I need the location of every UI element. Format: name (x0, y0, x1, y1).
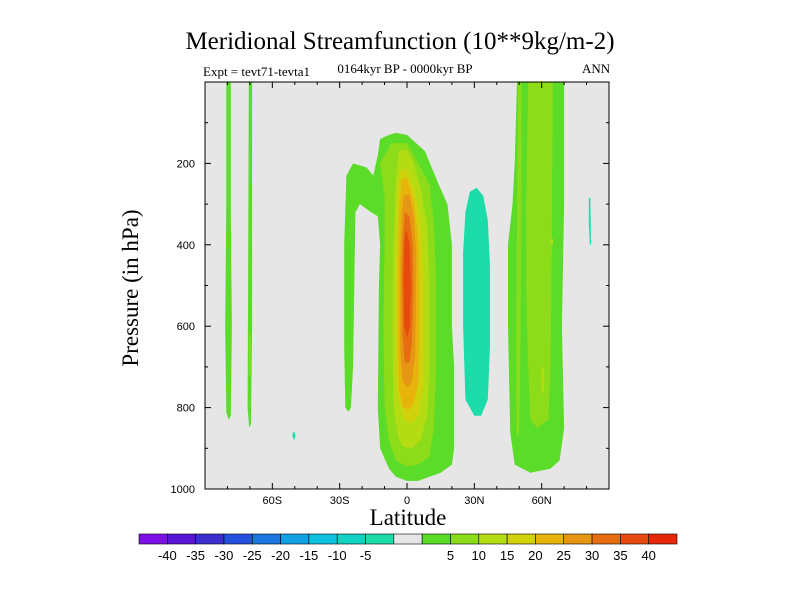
contour-region-17 (249, 334, 251, 375)
axis-ticks: 60S 30S 0 30N 60N 200 400 600 800 1000 (171, 82, 609, 507)
contour-region-16 (541, 366, 544, 396)
contour-region-14 (526, 82, 553, 428)
colorbar-swatch-6 (308, 533, 338, 545)
colorbar-label-7: -5 (360, 548, 372, 563)
colorbar-label-1: -35 (186, 548, 205, 563)
colorbar-label-8: 5 (447, 548, 454, 563)
colorbar-label-0: -40 (158, 548, 177, 563)
x-tick-label-0: 60S (263, 495, 283, 507)
colorbar-label-9: 10 (472, 548, 486, 563)
y-tick-label-2: 600 (177, 321, 195, 333)
colorbar: -40 -35 -30 -25 -20 -15 -10 -5 5 10 15 20 25 30 35 40 (138, 533, 678, 563)
colorbar-label-2: -30 (215, 548, 234, 563)
contour-region-1 (247, 82, 253, 428)
contour-region-3 (588, 198, 591, 245)
colorbar-label-11: 20 (528, 548, 542, 563)
y-tick-label-4: 1000 (171, 484, 195, 496)
colorbar-swatch-3 (223, 533, 253, 545)
experiment-label: Expt = tevt71-tevta1 (203, 64, 310, 79)
colorbar-swatch-1 (167, 533, 196, 545)
contour-region-12 (463, 187, 490, 416)
colorbar-swatch-5 (280, 533, 310, 545)
contour-region-18 (550, 238, 553, 245)
colorbar-swatch-18 (648, 533, 678, 545)
chart-title: Meridional Streamfunction (10**9kg/m-2) (185, 28, 615, 55)
chart-subtitle: 0164kyr BP - 0000kyr BP (337, 61, 473, 76)
colorbar-swatch-15 (563, 533, 593, 545)
colorbar-label-13: 30 (585, 548, 599, 563)
y-tick-label-3: 800 (177, 403, 195, 415)
x-tick-label-1: 30S (330, 495, 350, 507)
colorbar-swatch-10 (421, 533, 451, 545)
colorbar-label-4: -20 (271, 548, 290, 563)
colorbar-label-12: 25 (557, 548, 571, 563)
colorbar-label-15: 40 (641, 548, 655, 563)
season-label: ANN (582, 61, 611, 76)
colorbar-swatch-13 (506, 533, 536, 545)
colorbar-swatch-17 (620, 533, 649, 545)
contour-regions (225, 82, 591, 481)
colorbar-swatch-12 (478, 533, 508, 545)
x-tick-label-2: 0 (404, 495, 410, 507)
colorbar-swatch-7 (336, 533, 366, 545)
contour-region-2 (292, 432, 296, 441)
x-tick-label-4: 60N (532, 495, 552, 507)
y-tick-label-0: 200 (177, 158, 195, 170)
colorbar-label-3: -25 (243, 548, 262, 563)
colorbar-label-10: 15 (500, 548, 514, 563)
y-tick-label-1: 400 (177, 240, 195, 252)
colorbar-swatch-14 (535, 533, 565, 545)
contour-region-15 (516, 82, 522, 437)
colorbar-label-14: 35 (613, 548, 627, 563)
contour-region-11 (403, 228, 411, 339)
contour-region-0 (225, 82, 232, 420)
colorbar-label-5: -15 (299, 548, 318, 563)
colorbar-swatch-16 (591, 533, 621, 545)
colorbar-swatch-4 (251, 533, 281, 545)
colorbar-swatch-2 (195, 533, 225, 545)
colorbar-swatch-9 (393, 533, 423, 545)
colorbar-swatch-0 (138, 533, 168, 545)
colorbar-label-6: -10 (328, 548, 347, 563)
colorbar-swatch-11 (450, 533, 480, 545)
colorbar-swatch-8 (365, 533, 395, 545)
x-tick-label-3: 30N (464, 495, 484, 507)
x-axis-label: Latitude (369, 505, 447, 530)
